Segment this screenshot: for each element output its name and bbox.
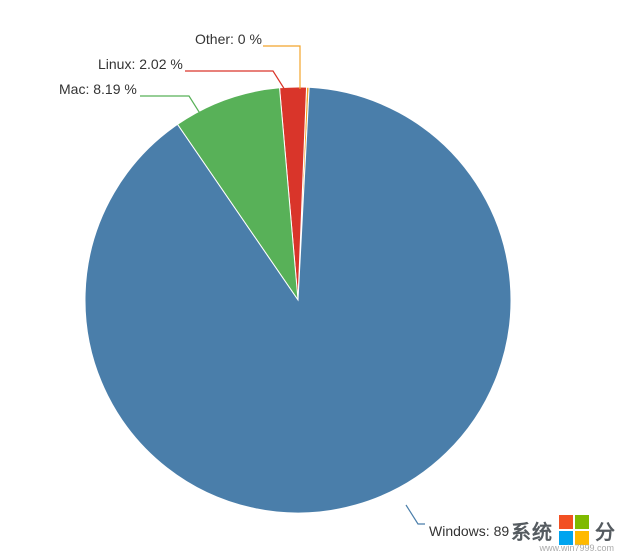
watermark-url: www.win7999.com xyxy=(539,543,614,553)
ms-logo-icon xyxy=(559,515,589,545)
pie-chart: Windows: 89 Mac: 8.19 % Linux: 2.02 % Othe… xyxy=(0,0,624,555)
leader-line xyxy=(140,96,201,115)
watermark-text-left: 系统 xyxy=(511,516,553,545)
slice-label: Mac: 8.19 % xyxy=(59,81,137,97)
logo-q2 xyxy=(575,515,589,529)
slice-label: Windows: 89 xyxy=(429,523,509,539)
leader-line xyxy=(263,46,300,89)
leader-line xyxy=(185,71,285,90)
slice-label: Other: 0 % xyxy=(195,31,262,47)
leader-line xyxy=(406,505,425,524)
logo-q1 xyxy=(559,515,573,529)
watermark: 系统 分 xyxy=(511,515,616,545)
watermark-text-right: 分 xyxy=(595,516,616,545)
slice-label: Linux: 2.02 % xyxy=(98,56,183,72)
